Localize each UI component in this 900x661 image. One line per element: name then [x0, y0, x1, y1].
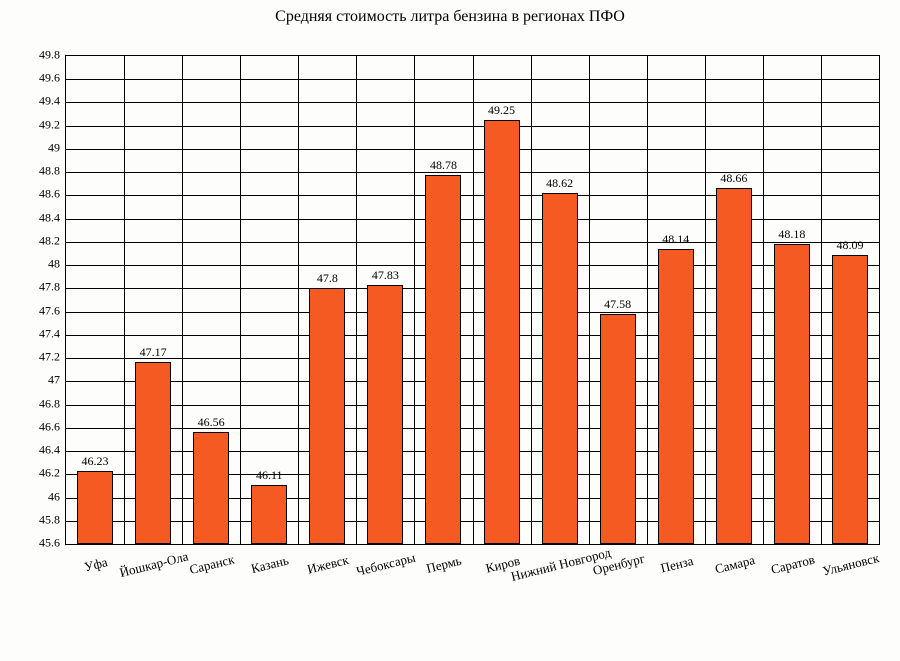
bar-value-label: 48.18 — [778, 227, 805, 242]
chart-title: Средняя стоимость литра бензина в регион… — [0, 8, 900, 26]
x-tick-label: Пенза — [659, 553, 695, 577]
y-tick-label: 47 — [48, 373, 60, 388]
y-tick-label: 45.6 — [39, 536, 60, 551]
x-tick-label: Самара — [713, 552, 756, 577]
gridline-v — [240, 56, 241, 544]
x-tick-label: Пермь — [425, 553, 463, 577]
y-tick-label: 47.6 — [39, 303, 60, 318]
gridline-v — [182, 56, 183, 544]
bar — [367, 285, 403, 544]
y-tick-label: 49.8 — [39, 48, 60, 63]
gridline-v — [298, 56, 299, 544]
x-tick-label: Уфа — [83, 554, 110, 575]
gridline-v — [356, 56, 357, 544]
bar — [542, 193, 578, 544]
y-tick-label: 48.2 — [39, 233, 60, 248]
y-tick-label: 47.2 — [39, 350, 60, 365]
bar-value-label: 48.78 — [430, 158, 457, 173]
y-tick-label: 46.2 — [39, 466, 60, 481]
bar — [832, 255, 868, 544]
bar — [251, 485, 287, 544]
x-tick-label: Саратов — [769, 552, 816, 578]
bar-value-label: 46.56 — [198, 415, 225, 430]
y-tick-label: 46 — [48, 489, 60, 504]
bar — [658, 249, 694, 544]
bar — [309, 288, 345, 544]
y-tick-label: 48 — [48, 257, 60, 272]
y-tick-label: 49.2 — [39, 117, 60, 132]
gridline-v — [589, 56, 590, 544]
x-tick-label: Йошкар-Ола — [118, 549, 190, 582]
y-tick-label: 46.8 — [39, 396, 60, 411]
y-tick-label: 49.6 — [39, 71, 60, 86]
gridline-v — [821, 56, 822, 544]
bar-value-label: 48.62 — [546, 176, 573, 191]
bar — [77, 471, 113, 544]
x-tick-label: Казань — [250, 552, 291, 577]
bar — [716, 188, 752, 544]
x-tick-label: Саранск — [188, 551, 236, 578]
bar-value-label: 46.11 — [256, 468, 283, 483]
gridline-v — [705, 56, 706, 544]
y-tick-label: 46.6 — [39, 419, 60, 434]
gridline-v — [124, 56, 125, 544]
bar-value-label: 47.58 — [604, 297, 631, 312]
x-tick-label: Чебоксары — [355, 550, 417, 580]
y-tick-label: 49 — [48, 140, 60, 155]
bar — [600, 314, 636, 544]
gridline-v — [531, 56, 532, 544]
y-tick-label: 47.8 — [39, 280, 60, 295]
plot-area: 46.23 47.17 46.56 46.11 47.8 47.83 48.78 49.25 4… — [65, 55, 880, 545]
bar — [425, 175, 461, 544]
bar-value-label: 49.25 — [488, 103, 515, 118]
bar-value-label: 46.23 — [82, 454, 109, 469]
y-tick-label: 48.6 — [39, 187, 60, 202]
gridline-v — [473, 56, 474, 544]
bar — [774, 244, 810, 544]
y-tick-label: 46.4 — [39, 443, 60, 458]
bar-value-label: 48.09 — [836, 238, 863, 253]
x-tick-label: Ульяновск — [821, 550, 881, 579]
bar — [135, 362, 171, 544]
bar — [193, 432, 229, 544]
gridline-v — [414, 56, 415, 544]
bar-value-label: 48.14 — [662, 232, 689, 247]
y-tick-label: 48.4 — [39, 210, 60, 225]
gridline-v — [763, 56, 764, 544]
bar — [484, 120, 520, 544]
bar-value-label: 47.17 — [140, 345, 167, 360]
y-tick-label: 49.4 — [39, 94, 60, 109]
y-tick-label: 48.8 — [39, 164, 60, 179]
bar-value-label: 48.66 — [720, 171, 747, 186]
bar-value-label: 47.8 — [317, 271, 338, 286]
gridline-v — [647, 56, 648, 544]
bar-value-label: 47.83 — [372, 268, 399, 283]
x-tick-label: Ижевск — [306, 552, 351, 578]
y-tick-label: 47.4 — [39, 326, 60, 341]
y-tick-label: 45.8 — [39, 512, 60, 527]
